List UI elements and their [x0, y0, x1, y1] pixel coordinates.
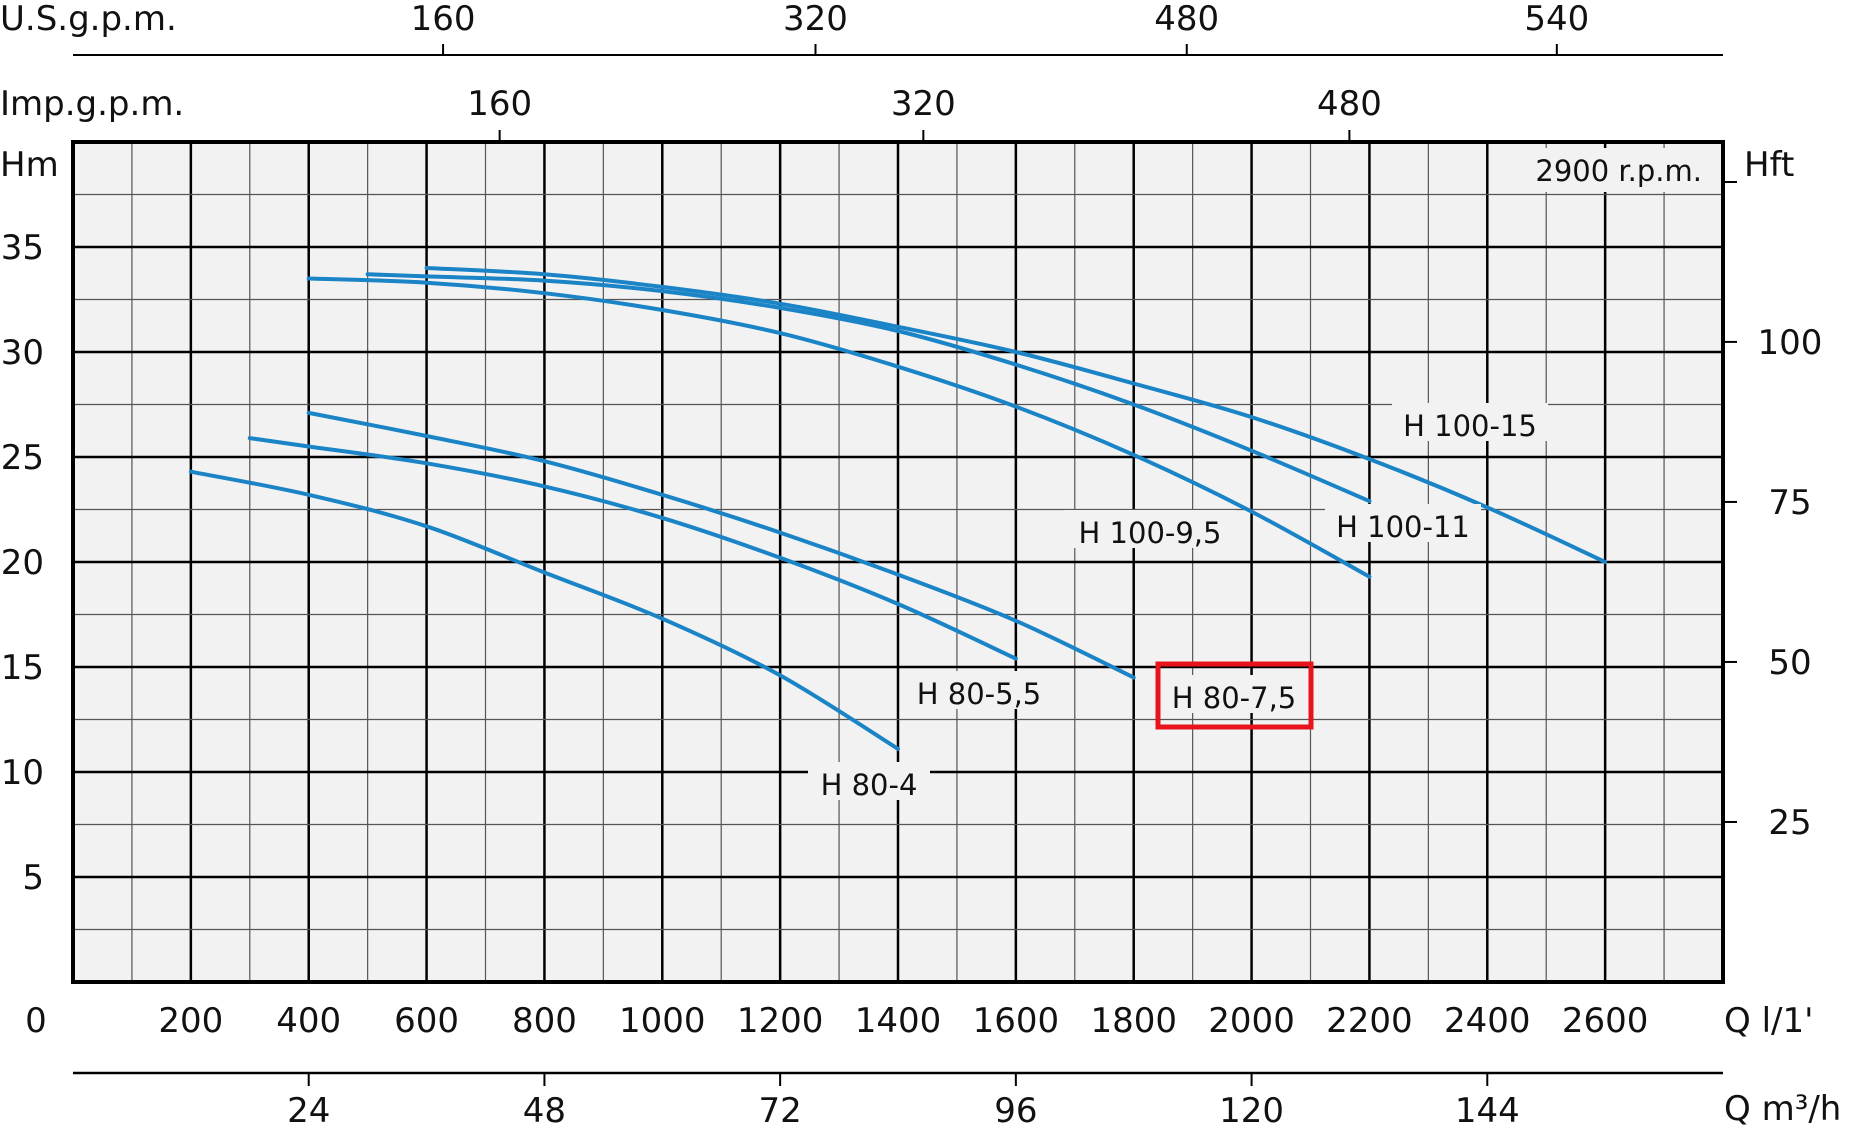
curve-label-bg — [1325, 504, 1481, 542]
curve-h-80-4 — [188, 469, 900, 751]
m3h-tick-label: 48 — [523, 1091, 566, 1125]
highlight-box — [1155, 661, 1314, 730]
impgpm-tick-label: 320 — [891, 84, 956, 124]
rpm-note-bg — [1500, 148, 1710, 192]
y-tick-label: 15 — [1, 648, 44, 688]
x-tick-label: 2600 — [1562, 1001, 1649, 1041]
curve-label-bg — [1156, 675, 1312, 713]
x-tick-label: 800 — [512, 1001, 577, 1041]
curve-label: H 80-4 — [821, 768, 918, 802]
usgpm-tick-label: 540 — [1524, 0, 1589, 39]
x-tick-label: 2000 — [1208, 1001, 1295, 1041]
y-tick-label: 5 — [22, 858, 44, 898]
curve-h-100-11 — [365, 272, 1372, 504]
curve-label: H 80-5,5 — [917, 677, 1042, 711]
x-tick-label: 1000 — [619, 1001, 706, 1041]
x-tick-label: 200 — [158, 1001, 223, 1041]
y-tick-label: 35 — [1, 228, 44, 268]
x-secondary-axis-title: Q m³/h — [1724, 1089, 1841, 1125]
curve-label-bg — [808, 762, 930, 800]
m3h-tick-label: 120 — [1219, 1091, 1284, 1125]
y-tick-label: 30 — [1, 333, 44, 373]
curve-label: H 80-7,5 — [1172, 681, 1297, 715]
y-tick-label: 10 — [1, 753, 44, 793]
curve-label: H 100-9,5 — [1079, 516, 1222, 550]
curve-labels: H 80-4 H 80-5,5 H 80-7,5 H 100-9,5 H 100-11 H… — [808, 403, 1548, 802]
curve-h-100-15 — [424, 266, 1608, 564]
x-tick-label: 1200 — [737, 1001, 824, 1041]
impgpm-tick-label: 160 — [467, 84, 532, 124]
x-tick-label: 2400 — [1444, 1001, 1531, 1041]
curve-label-bg — [901, 671, 1057, 709]
x-origin-label: 0 — [25, 1001, 47, 1041]
plot-frame — [71, 140, 1725, 984]
curves — [188, 266, 1608, 751]
x-tick-label: 600 — [394, 1001, 459, 1041]
y-right-tick-label: 25 — [1768, 803, 1811, 843]
curve-h-80-5-5 — [247, 436, 1018, 661]
y-right-axis-title: Hft — [1744, 145, 1794, 185]
usgpm-tick-label: 480 — [1154, 0, 1219, 39]
curve-label: H 100-11 — [1336, 510, 1470, 544]
y-right-tick-label: 75 — [1768, 483, 1811, 523]
impgpm-tick-label: 480 — [1317, 84, 1382, 124]
x-tick-label: 400 — [276, 1001, 341, 1041]
m3h-tick-label: 96 — [994, 1091, 1037, 1125]
curve-h-100-9-5 — [306, 276, 1372, 579]
m3h-tick-label: 144 — [1455, 1091, 1520, 1125]
y-right-tick-label: 50 — [1768, 643, 1811, 683]
curve-h-80-7-5 — [306, 410, 1136, 680]
y-tick-label: 20 — [1, 543, 44, 583]
y-axis-title: Hm — [0, 145, 59, 185]
x-tick-label: 2200 — [1326, 1001, 1413, 1041]
x-tick-label: 1800 — [1090, 1001, 1177, 1041]
usgpm-tick-label: 320 — [783, 0, 848, 39]
m3h-tick-label: 24 — [287, 1091, 330, 1125]
usgpm-tick-label: 160 — [411, 0, 476, 39]
curve-label-bg — [1392, 403, 1548, 441]
x-tick-label: 1400 — [855, 1001, 942, 1041]
x-axis-title: Q l/1' — [1724, 1001, 1813, 1041]
y-tick-label: 25 — [1, 438, 44, 478]
usgpm-axis-title: U.S.g.p.m. — [0, 0, 177, 39]
curve-label: H 100-15 — [1403, 409, 1537, 443]
impgpm-axis-title: Imp.g.p.m. — [0, 84, 184, 124]
m3h-tick-label: 72 — [759, 1091, 802, 1125]
curve-label-bg — [1063, 510, 1237, 548]
rpm-note: 2900 r.p.m. — [1535, 154, 1702, 188]
y-right-tick-label: 100 — [1758, 323, 1823, 363]
x-tick-label: 1600 — [973, 1001, 1060, 1041]
